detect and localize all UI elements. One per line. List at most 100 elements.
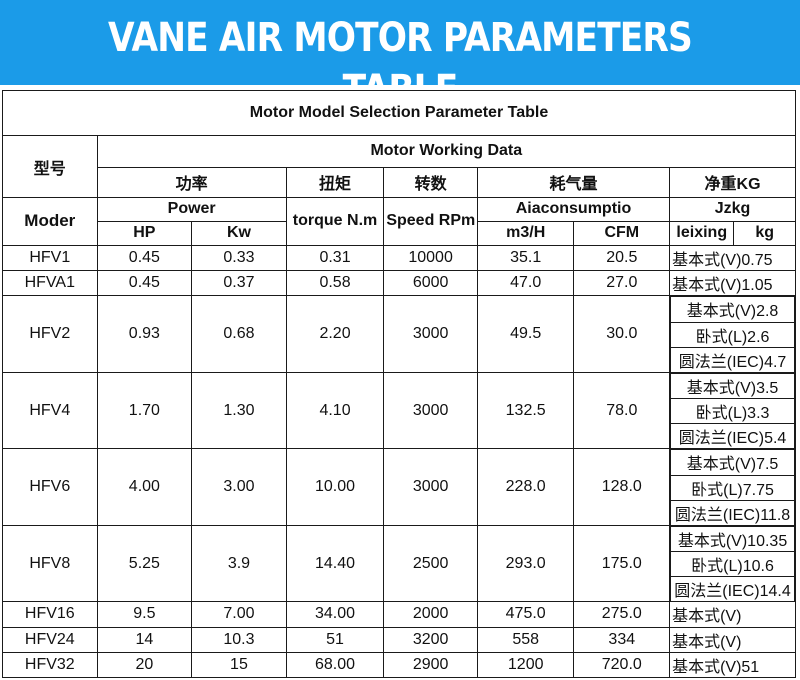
weight-row: 圆法兰(IEC)14.4 bbox=[670, 576, 795, 601]
header-cfm: CFM bbox=[573, 220, 671, 247]
header-weight-en: Jzkg bbox=[669, 196, 796, 222]
cell-model: HFV16 bbox=[2, 601, 98, 628]
cell-weight: 基本式(V) bbox=[669, 601, 796, 628]
header-m3h: m3/H bbox=[476, 220, 575, 247]
weight-list: 基本式(V)2.8 卧式(L)2.6 圆法兰(IEC)4.7 bbox=[670, 296, 795, 372]
table-row: HFVA1 0.45 0.37 0.58 6000 47.0 27.0 基本式(V)1.05 bbox=[2, 270, 796, 297]
header-row-3: Moder Power torque N.m Speed RPm Aiacons… bbox=[2, 196, 796, 247]
cell-model: HFV24 bbox=[2, 626, 98, 653]
table-row: HFV16 9.5 7.00 34.00 2000 475.0 275.0 基本式(V) bbox=[2, 601, 796, 628]
cell-speed: 3200 bbox=[383, 626, 478, 653]
cell-m3h: 1200 bbox=[476, 651, 575, 679]
weight-entry: 圆法兰(IEC)14.4 bbox=[670, 576, 795, 601]
weight-entry: 卧式(L)2.6 bbox=[670, 321, 795, 348]
weight-list: 基本式(V)7.5 卧式(L)7.75 圆法兰(IEC)11.8 bbox=[670, 449, 795, 525]
weight-list: 基本式(V)3.5 卧式(L)3.3 圆法兰(IEC)5.4 bbox=[670, 373, 795, 448]
cell-m3h: 228.0 bbox=[476, 448, 575, 526]
cell-weight: 基本式(V)1.05 bbox=[669, 270, 796, 297]
cell-torque: 51 bbox=[285, 626, 385, 653]
cell-speed: 3000 bbox=[383, 295, 478, 373]
table-row: HFV2 0.93 0.68 2.20 3000 49.5 30.0 基本式(V)2.8 卧式(… bbox=[2, 295, 796, 373]
weight-row: 卧式(L)7.75 bbox=[670, 474, 795, 501]
cell-hp: 14 bbox=[96, 626, 193, 653]
cell-hp: 0.45 bbox=[96, 270, 193, 297]
header-row-2: 功率 扭矩 转数 耗气量 净重KG bbox=[3, 166, 796, 198]
cell-speed: 3000 bbox=[383, 448, 478, 526]
cell-speed: 2900 bbox=[383, 651, 478, 679]
title-banner: VANE AIR MOTOR PARAMETERS TABLE bbox=[0, 0, 800, 113]
weight-entry: 圆法兰(IEC)4.7 bbox=[670, 346, 795, 372]
cell-weight: 基本式(V)0.75 bbox=[669, 245, 796, 272]
header-model-cn: 型号 bbox=[2, 135, 98, 198]
cell-model: HFV32 bbox=[2, 651, 98, 679]
cell-kw: 3.00 bbox=[191, 448, 287, 526]
cell-torque: 68.00 bbox=[285, 651, 385, 679]
header-speed-en: Speed RPm bbox=[383, 196, 478, 247]
cell-weight: 基本式(V) bbox=[669, 626, 796, 653]
weight-row: 卧式(L)2.6 bbox=[670, 321, 795, 348]
cell-m3h: 558 bbox=[476, 626, 575, 653]
header-torque-cn: 扭矩 bbox=[285, 166, 385, 198]
cell-kw: 0.37 bbox=[191, 270, 287, 297]
table-title: Motor Model Selection Parameter Table bbox=[2, 89, 796, 137]
cell-speed: 2500 bbox=[383, 524, 478, 603]
cell-hp: 9.5 bbox=[96, 601, 193, 628]
weight-row: 圆法兰(IEC)4.7 bbox=[670, 346, 795, 372]
header-power-cn: 功率 bbox=[96, 166, 287, 198]
header-kg: kg bbox=[733, 220, 796, 247]
cell-torque: 14.40 bbox=[285, 524, 385, 603]
cell-hp: 0.45 bbox=[96, 245, 193, 272]
header-air-cn: 耗气量 bbox=[476, 166, 671, 198]
cell-kw: 1.30 bbox=[191, 371, 287, 450]
cell-model: HFVA1 bbox=[2, 270, 98, 297]
cell-m3h: 49.5 bbox=[476, 295, 575, 373]
header-kw: Kw bbox=[191, 220, 287, 247]
header-weight-cn: 净重KG bbox=[669, 166, 796, 198]
weight-list: 基本式(V)10.35 卧式(L)10.6 圆法兰(IEC)14.4 bbox=[670, 526, 795, 601]
cell-weight-group: 基本式(V)7.5 卧式(L)7.75 圆法兰(IEC)11.8 bbox=[669, 448, 796, 526]
header-hp: HP bbox=[96, 220, 193, 247]
weight-entry: 卧式(L)10.6 bbox=[670, 551, 795, 578]
cell-m3h: 132.5 bbox=[476, 371, 575, 450]
cell-kw: 0.33 bbox=[191, 245, 287, 272]
cell-cfm: 175.0 bbox=[573, 524, 671, 603]
cell-speed: 6000 bbox=[383, 270, 478, 297]
cell-cfm: 20.5 bbox=[573, 245, 671, 272]
table-row: HFV6 4.00 3.00 10.00 3000 228.0 128.0 基本式(V)7.5… bbox=[2, 448, 796, 526]
weight-row: 基本式(V)10.35 bbox=[670, 526, 795, 553]
cell-hp: 5.25 bbox=[96, 524, 193, 603]
cell-torque: 4.10 bbox=[285, 371, 385, 450]
weight-entry: 卧式(L)3.3 bbox=[670, 398, 795, 425]
weight-row: 基本式(V)7.5 bbox=[670, 449, 795, 476]
cell-torque: 34.00 bbox=[285, 601, 385, 628]
header-row-4: HP Kw m3/H CFM leixing kg bbox=[3, 220, 796, 247]
table-row: HFV1 0.45 0.33 0.31 10000 35.1 20.5 基本式(V)0.75 bbox=[2, 245, 796, 272]
cell-weight-group: 基本式(V)10.35 卧式(L)10.6 圆法兰(IEC)14.4 bbox=[669, 524, 796, 603]
cell-model: HFV1 bbox=[2, 245, 98, 272]
cell-cfm: 334 bbox=[573, 626, 671, 653]
cell-weight-group: 基本式(V)2.8 卧式(L)2.6 圆法兰(IEC)4.7 bbox=[669, 295, 796, 373]
weight-entry: 基本式(V)2.8 bbox=[670, 296, 795, 323]
table-row: HFV24 14 10.3 51 3200 558 334 基本式(V) bbox=[2, 626, 796, 653]
weight-entry: 基本式(V)3.5 bbox=[670, 373, 795, 400]
cell-torque: 0.58 bbox=[285, 270, 385, 297]
weight-row: 卧式(L)3.3 bbox=[670, 398, 795, 425]
cell-hp: 4.00 bbox=[96, 448, 193, 526]
header-working-data: Motor Working Data bbox=[96, 135, 797, 168]
cell-hp: 1.70 bbox=[96, 371, 193, 450]
cell-model: HFV4 bbox=[2, 371, 98, 450]
title-row: Motor Model Selection Parameter Table bbox=[2, 89, 796, 137]
table-row: HFV8 5.25 3.9 14.40 2500 293.0 175.0 基本式(V)10.3… bbox=[2, 524, 796, 603]
cell-hp: 0.93 bbox=[96, 295, 193, 373]
cell-m3h: 293.0 bbox=[476, 524, 575, 603]
cell-kw: 15 bbox=[191, 651, 287, 679]
cell-kw: 0.68 bbox=[191, 295, 287, 373]
weight-entry: 圆法兰(IEC)11.8 bbox=[670, 499, 795, 525]
cell-m3h: 35.1 bbox=[476, 245, 575, 272]
cell-torque: 2.20 bbox=[285, 295, 385, 373]
cell-m3h: 47.0 bbox=[476, 270, 575, 297]
cell-speed: 3000 bbox=[383, 371, 478, 450]
cell-torque: 10.00 bbox=[285, 448, 385, 526]
header-torque-en: torque N.m bbox=[285, 196, 385, 247]
weight-entry: 基本式(V)10.35 bbox=[670, 526, 795, 553]
